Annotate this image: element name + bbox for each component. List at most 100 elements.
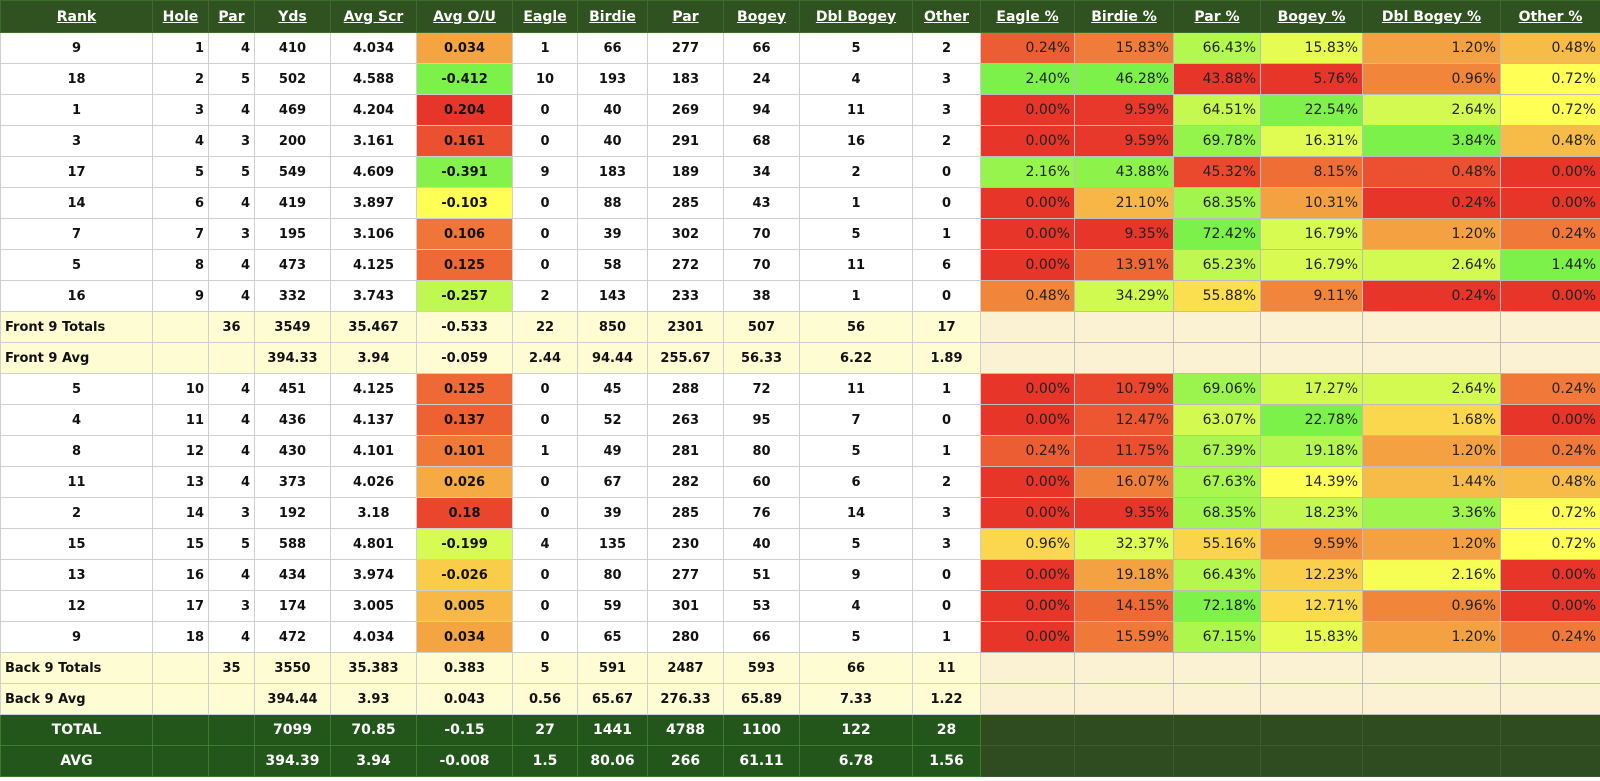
total-row: TOTAL 7099 70.85 -0.15 27 1441 4788 1100 122 28 bbox=[0, 714, 1600, 746]
bogey-cell: 68 bbox=[723, 125, 800, 157]
row-label: Front 9 Avg bbox=[0, 342, 153, 374]
bogey-pct-header[interactable]: Bogey % bbox=[1260, 0, 1363, 33]
dbl-bogey-cell: 11 bbox=[799, 94, 913, 126]
empty-pct-cell bbox=[980, 714, 1075, 746]
row-label: Back 9 Totals bbox=[0, 652, 153, 684]
avg-ou-cell: 0.125 bbox=[416, 249, 513, 281]
yds-cell: 549 bbox=[254, 156, 331, 188]
rank-cell: 16 bbox=[0, 280, 153, 312]
birdie-cell: 45 bbox=[577, 373, 648, 405]
row-label: TOTAL bbox=[0, 714, 153, 746]
other-pct-cell: 0.72% bbox=[1500, 528, 1600, 560]
avg-ou-cell: -0.103 bbox=[416, 187, 513, 219]
par-count-header[interactable]: Par bbox=[647, 0, 724, 33]
other-pct-cell: 0.72% bbox=[1500, 94, 1600, 126]
hole-row: 5 8 4 473 4.125 0.125 0 58 272 70 11 6 0.00% 13.91% 65… bbox=[0, 249, 1600, 281]
birdie-pct-cell: 15.83% bbox=[1074, 32, 1174, 64]
avg-ou-cell: -0.533 bbox=[416, 311, 513, 343]
avg-ou-cell: 0.383 bbox=[416, 652, 513, 684]
bogey-header[interactable]: Bogey bbox=[723, 0, 800, 33]
eagle-pct-cell: 2.40% bbox=[980, 63, 1075, 95]
front-9-totals-row: Front 9 Totals 36 3549 35.467 -0.533 22 850 230… bbox=[0, 311, 1600, 343]
dbl-bogey-pct-cell: 2.16% bbox=[1362, 559, 1501, 591]
hole-row: 11 13 4 373 4.026 0.026 0 67 282 60 6 2 0.00% 16.07% 6… bbox=[0, 466, 1600, 498]
eagle-cell: 1 bbox=[512, 32, 578, 64]
avg-ou-header[interactable]: Avg O/U bbox=[416, 0, 513, 33]
yds-header[interactable]: Yds bbox=[254, 0, 331, 33]
hole-header[interactable]: Hole bbox=[152, 0, 209, 33]
other-cell: 1.56 bbox=[912, 745, 981, 777]
bogey-pct-cell: 12.23% bbox=[1260, 559, 1363, 591]
dbl-bogey-header[interactable]: Dbl Bogey bbox=[799, 0, 913, 33]
yds-cell: 394.33 bbox=[254, 342, 331, 374]
par-count-cell: 277 bbox=[647, 559, 724, 591]
par-count-cell: 302 bbox=[647, 218, 724, 250]
dbl-bogey-cell: 5 bbox=[799, 528, 913, 560]
dbl-bogey-pct-cell: 0.96% bbox=[1362, 63, 1501, 95]
yds-cell: 434 bbox=[254, 559, 331, 591]
birdie-cell: 1441 bbox=[577, 714, 648, 746]
avg-scr-header[interactable]: Avg Scr bbox=[330, 0, 417, 33]
eagle-pct-cell: 0.00% bbox=[980, 94, 1075, 126]
eagle-pct-header[interactable]: Eagle % bbox=[980, 0, 1075, 33]
yds-cell: 430 bbox=[254, 435, 331, 467]
avg-scr-cell: 4.204 bbox=[330, 94, 417, 126]
bogey-pct-cell: 14.39% bbox=[1260, 466, 1363, 498]
avg-scr-cell: 3.94 bbox=[330, 342, 417, 374]
rank-cell: 8 bbox=[0, 435, 153, 467]
par-cell: 4 bbox=[208, 373, 255, 405]
birdie-pct-cell: 12.47% bbox=[1074, 404, 1174, 436]
bogey-cell: 72 bbox=[723, 373, 800, 405]
birdie-pct-cell: 9.35% bbox=[1074, 218, 1174, 250]
dbl-bogey-cell: 1 bbox=[799, 187, 913, 219]
birdie-pct-cell: 46.28% bbox=[1074, 63, 1174, 95]
par-pct-cell: 55.16% bbox=[1173, 528, 1261, 560]
eagle-cell: 0 bbox=[512, 125, 578, 157]
empty-pct-cell bbox=[1260, 311, 1363, 343]
eagle-pct-cell: 0.00% bbox=[980, 249, 1075, 281]
eagle-pct-cell: 0.00% bbox=[980, 590, 1075, 622]
rank-header[interactable]: Rank bbox=[0, 0, 153, 33]
other-pct-header[interactable]: Other % bbox=[1500, 0, 1600, 33]
bogey-pct-cell: 5.76% bbox=[1260, 63, 1363, 95]
table-body: 9 1 4 410 4.034 0.034 1 66 277 66 5 2 0.24% 15.83% 66.… bbox=[0, 32, 1600, 777]
par-pct-header[interactable]: Par % bbox=[1173, 0, 1261, 33]
birdie-pct-header[interactable]: Birdie % bbox=[1074, 0, 1174, 33]
birdie-cell: 40 bbox=[577, 125, 648, 157]
avg-ou-cell: 0.106 bbox=[416, 218, 513, 250]
par-cell: 4 bbox=[208, 466, 255, 498]
other-cell: 1 bbox=[912, 373, 981, 405]
other-cell: 3 bbox=[912, 63, 981, 95]
other-header[interactable]: Other bbox=[912, 0, 981, 33]
birdie-cell: 80.06 bbox=[577, 745, 648, 777]
birdie-cell: 193 bbox=[577, 63, 648, 95]
other-cell: 2 bbox=[912, 32, 981, 64]
rank-cell: 4 bbox=[0, 404, 153, 436]
bogey-pct-cell: 16.79% bbox=[1260, 218, 1363, 250]
eagle-cell: 0 bbox=[512, 466, 578, 498]
birdie-pct-cell: 43.88% bbox=[1074, 156, 1174, 188]
avg-row: AVG 394.39 3.94 -0.008 1.5 80.06 266 61.11 6.78 1… bbox=[0, 745, 1600, 777]
other-cell: 2 bbox=[912, 125, 981, 157]
bogey-cell: 40 bbox=[723, 528, 800, 560]
hole-row: 17 5 5 549 4.609 -0.391 9 183 189 34 2 0 2.16% 43.88%… bbox=[0, 156, 1600, 188]
hole-cell: 1 bbox=[152, 32, 209, 64]
back-9-avg-row: Back 9 Avg 394.44 3.93 0.043 0.56 65.67 276.33… bbox=[0, 683, 1600, 715]
other-cell: 0 bbox=[912, 156, 981, 188]
eagle-cell: 0 bbox=[512, 404, 578, 436]
hole-row: 15 15 5 588 4.801 -0.199 4 135 230 40 5 3 0.96% 32.37… bbox=[0, 528, 1600, 560]
birdie-pct-cell: 15.59% bbox=[1074, 621, 1174, 653]
par-count-cell: 285 bbox=[647, 187, 724, 219]
empty-pct-cell bbox=[1362, 342, 1501, 374]
birdie-cell: 850 bbox=[577, 311, 648, 343]
par-pct-cell: 67.39% bbox=[1173, 435, 1261, 467]
hole-row: 9 1 4 410 4.034 0.034 1 66 277 66 5 2 0.24% 15.83% 66.… bbox=[0, 32, 1600, 64]
birdie-header[interactable]: Birdie bbox=[577, 0, 648, 33]
eagle-header[interactable]: Eagle bbox=[512, 0, 578, 33]
birdie-cell: 88 bbox=[577, 187, 648, 219]
par-header[interactable]: Par bbox=[208, 0, 255, 33]
bogey-pct-cell: 16.31% bbox=[1260, 125, 1363, 157]
avg-ou-cell: 0.18 bbox=[416, 497, 513, 529]
hole-row: 8 12 4 430 4.101 0.101 1 49 281 80 5 1 0.24% 11.75% 67… bbox=[0, 435, 1600, 467]
dbl-bogey-pct-header[interactable]: Dbl Bogey % bbox=[1362, 0, 1501, 33]
